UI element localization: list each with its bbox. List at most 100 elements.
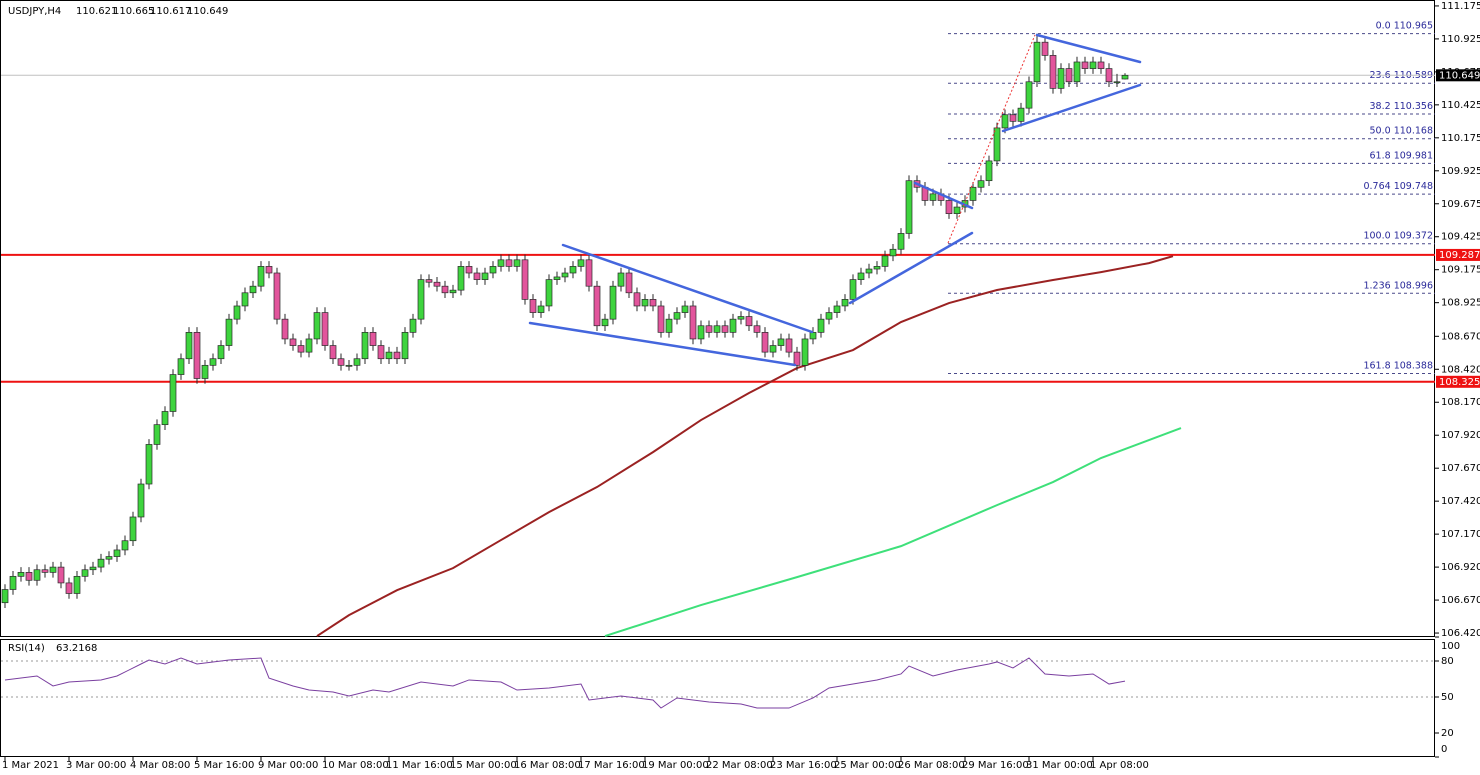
candle-body bbox=[441, 285, 449, 294]
candle-body bbox=[481, 272, 489, 280]
candle-body bbox=[417, 279, 425, 320]
trend-line bbox=[848, 231, 974, 305]
rsi-tick-label: 80 bbox=[1441, 656, 1454, 667]
candle-body bbox=[889, 248, 897, 257]
moving-average bbox=[604, 427, 1182, 638]
candle-body bbox=[145, 444, 153, 485]
candle-body bbox=[65, 582, 73, 594]
last-price-tag bbox=[1436, 69, 1480, 82]
x-tick-label: 1 Mar 2021 bbox=[2, 760, 59, 771]
candle-body bbox=[993, 127, 1001, 162]
candle-body bbox=[89, 566, 97, 571]
candle-body bbox=[953, 206, 961, 215]
candle-body bbox=[689, 305, 697, 340]
fib-level: 1.236 bbox=[1363, 280, 1390, 291]
candle-body bbox=[553, 276, 561, 280]
candle-body bbox=[281, 318, 289, 340]
fib-label: 161.8 108.388 bbox=[1363, 360, 1433, 371]
ohlc-open: 110.621 bbox=[76, 6, 117, 17]
candle-body bbox=[297, 345, 305, 353]
candle-body bbox=[1041, 41, 1049, 56]
fib-label: 0.0 110.965 bbox=[1376, 20, 1433, 31]
x-tick-label: 9 Mar 00:00 bbox=[258, 760, 318, 771]
candle-body bbox=[969, 186, 977, 201]
candle-body bbox=[201, 364, 209, 379]
candle-body bbox=[609, 285, 617, 320]
x-tick-label: 29 Mar 16:00 bbox=[962, 760, 1029, 771]
price-panel bbox=[0, 0, 1435, 637]
candle-body bbox=[753, 325, 761, 333]
y-tick-label: 110.425 bbox=[1441, 100, 1480, 111]
candle-body bbox=[585, 259, 593, 287]
x-tick-label: 10 Mar 08:00 bbox=[322, 760, 389, 771]
candle-body bbox=[721, 325, 729, 333]
candle-body bbox=[273, 272, 281, 320]
candle-body bbox=[57, 566, 65, 584]
y-tick-label: 108.420 bbox=[1441, 364, 1480, 375]
x-tick-label: 1 Apr 08:00 bbox=[1090, 760, 1149, 771]
candle-body bbox=[897, 233, 905, 250]
candle-body bbox=[649, 299, 657, 307]
y-tick-label: 109.425 bbox=[1441, 232, 1480, 243]
candle-body bbox=[1081, 61, 1089, 69]
candle-body bbox=[329, 345, 337, 360]
fib-price: 109.981 bbox=[1394, 150, 1433, 161]
candle-body bbox=[801, 338, 809, 366]
candle-body bbox=[985, 160, 993, 182]
fib-level: 0.764 bbox=[1363, 181, 1390, 192]
candle-body bbox=[169, 374, 177, 412]
candle-body bbox=[657, 305, 665, 333]
fib-price: 110.965 bbox=[1394, 20, 1433, 31]
level-tag bbox=[1436, 248, 1480, 261]
trend-line bbox=[1035, 33, 1142, 64]
candle-body bbox=[289, 338, 297, 346]
candle-body bbox=[17, 572, 25, 577]
candle-body bbox=[209, 358, 217, 366]
fib-level: 0.0 bbox=[1376, 20, 1391, 31]
y-tick-label: 110.175 bbox=[1441, 133, 1480, 144]
candle-body bbox=[729, 318, 737, 333]
candle-body bbox=[369, 331, 377, 346]
candle-body bbox=[361, 331, 369, 360]
candle-body bbox=[1113, 81, 1121, 84]
fib-price: 110.168 bbox=[1394, 125, 1433, 136]
candle-body bbox=[705, 325, 713, 333]
ohlc-close: 110.649 bbox=[187, 6, 228, 17]
candle-body bbox=[537, 305, 545, 313]
candle-body bbox=[1097, 61, 1105, 69]
fib-price: 108.996 bbox=[1394, 280, 1433, 291]
rsi-panel bbox=[0, 639, 1435, 757]
candle-body bbox=[409, 318, 417, 333]
candle-body bbox=[777, 338, 785, 346]
candle-body bbox=[233, 305, 241, 320]
y-tick-label: 107.920 bbox=[1441, 430, 1480, 441]
rsi-tick-label: 20 bbox=[1441, 728, 1454, 739]
candle-body bbox=[265, 266, 273, 274]
candle-body bbox=[33, 569, 41, 581]
candle-body bbox=[497, 259, 505, 267]
candle-body bbox=[673, 312, 681, 320]
candle-body bbox=[785, 338, 793, 353]
candle-body bbox=[1001, 114, 1009, 129]
level-label: 108.325 bbox=[1439, 377, 1480, 388]
y-tick-label: 108.925 bbox=[1441, 298, 1480, 309]
candle-body bbox=[1017, 107, 1025, 122]
candle-body bbox=[745, 316, 753, 327]
fib-anchor-line bbox=[947, 34, 1036, 244]
candle-body bbox=[425, 279, 433, 283]
fib-level: 161.8 bbox=[1363, 360, 1390, 371]
candle-body bbox=[393, 351, 401, 360]
candle-body bbox=[1121, 74, 1129, 80]
fib-level: 50.0 bbox=[1370, 125, 1391, 136]
y-tick-label: 106.920 bbox=[1441, 562, 1480, 573]
candle-body bbox=[433, 281, 441, 287]
candle-body bbox=[545, 279, 553, 307]
candle-body bbox=[345, 364, 353, 367]
y-tick-label: 111.175 bbox=[1441, 1, 1480, 12]
candle-body bbox=[1049, 55, 1057, 89]
candle-body bbox=[49, 566, 57, 573]
fib-price: 110.356 bbox=[1394, 100, 1433, 111]
x-tick-label: 5 Mar 16:00 bbox=[194, 760, 254, 771]
rsi-name: RSI(14) bbox=[8, 643, 45, 654]
